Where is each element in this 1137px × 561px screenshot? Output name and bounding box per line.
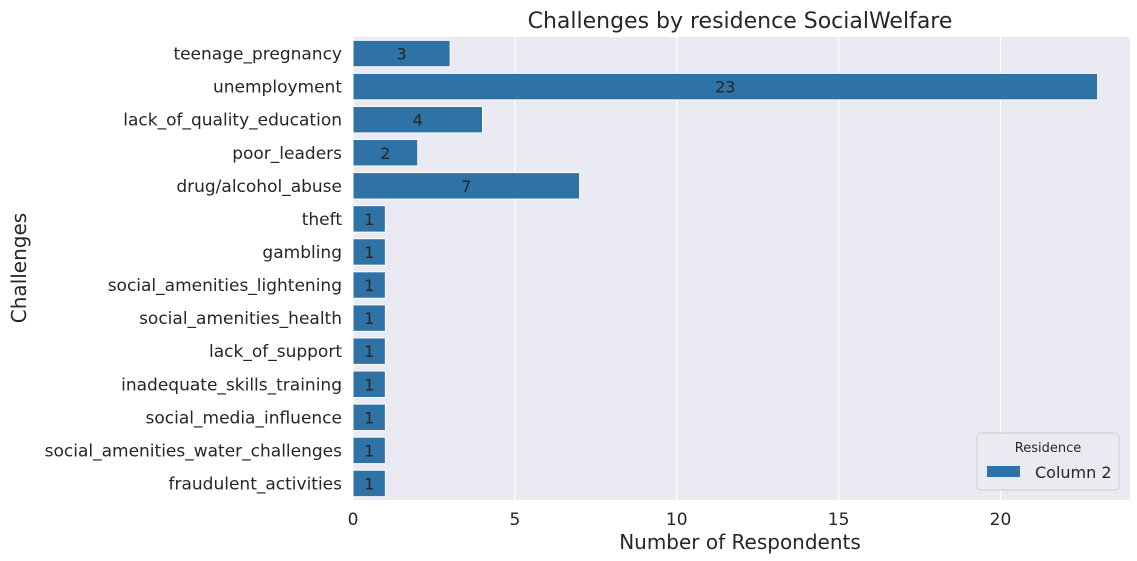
bar-data-label: 1 [364,474,374,493]
y-tick-label: theft [302,210,343,230]
x-tick-labels: 0 5 10 15 20 [348,510,1012,530]
y-tick-label: poor_leaders [232,144,342,164]
bar [352,436,386,465]
data-labels: 3 23 4 2 7 1 1 1 1 1 1 1 1 1 [364,45,735,494]
bar-data-label: 1 [364,375,374,394]
x-tick-label: 15 [828,510,850,530]
bar [352,304,386,332]
y-tick-label: lack_of_quality_education [123,111,342,131]
y-tick-label: social_amenities_water_challenges [45,441,343,461]
bar [352,238,386,266]
y-tick-label: gambling [262,243,342,263]
bar [352,139,419,167]
bar-data-label: 7 [461,177,471,196]
legend-title: Residence [1015,441,1081,456]
bar [352,172,581,200]
bars [352,39,1099,498]
chart-title: Challenges by residence SocialWelfare [528,9,953,34]
bar [352,105,483,134]
y-axis-label: Challenges [7,213,31,323]
bar [352,72,1099,101]
y-tick-label: drug/alcohol_abuse [176,177,342,197]
bar [352,469,386,498]
y-tick-label: social_media_influence [146,408,342,428]
bar-data-label: 1 [364,243,374,262]
x-tick-label: 20 [990,510,1012,530]
bar-data-label: 1 [364,276,374,295]
y-tick-label: lack_of_support [209,342,342,362]
bar-data-label: 2 [380,144,390,163]
y-tick-labels: teenage_pregnancy unemployment lack_of_qua… [45,45,343,495]
bar-data-label: 23 [715,78,735,97]
y-tick-label: social_amenities_lightening [108,276,342,296]
bar-data-label: 1 [364,210,374,229]
bar [352,39,451,68]
bar-data-label: 1 [364,408,374,427]
bar [352,370,386,398]
y-tick-label: social_amenities_health [139,309,342,329]
bar-data-label: 3 [396,45,406,64]
bar [352,337,386,365]
y-tick-label: fraudulent_activities [169,474,343,494]
legend: Residence Column 2 [976,432,1120,491]
bar [352,403,386,432]
x-axis-label: Number of Respondents [619,530,861,554]
bar-data-label: 1 [364,309,374,328]
legend-label: Column 2 [1035,463,1112,482]
bar [352,271,386,299]
y-tick-label: unemployment [213,78,342,98]
y-tick-label: teenage_pregnancy [173,45,342,65]
x-tick-label: 5 [509,510,520,530]
x-tick-label: 10 [666,510,688,530]
bar [352,205,386,233]
bar-data-label: 4 [413,111,423,130]
y-tick-label: inadequate_skills_training [121,375,342,395]
legend-swatch [987,466,1020,477]
x-tick-label: 0 [348,510,359,530]
bar-data-label: 1 [364,342,374,361]
bar-data-label: 1 [364,441,374,460]
